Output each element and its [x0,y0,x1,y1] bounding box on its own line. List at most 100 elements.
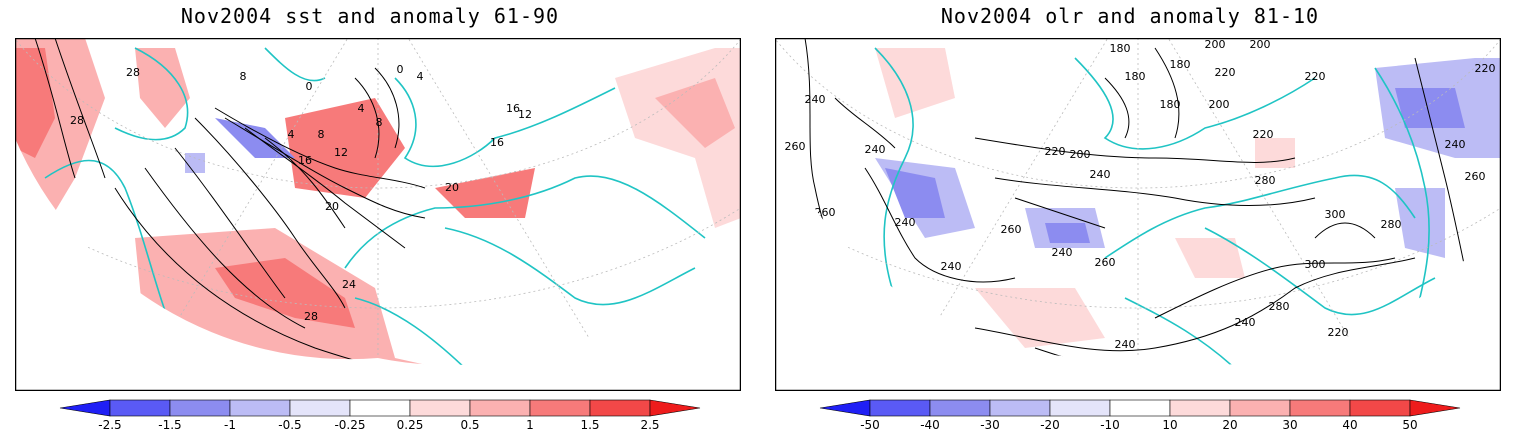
sst-contour-label: 16 [506,102,520,115]
olr-colorbar-bin [1229,399,1291,417]
olr-contour-label: 180 [1160,98,1181,111]
olr-contour-label: 260 [1001,223,1022,236]
sst-contour-label: 12 [518,108,532,121]
olr-contour-label: 240 [1090,168,1111,181]
sst-colorbar-label: -0.5 [278,418,301,430]
sst-panel-title: Nov2004 sst and anomaly 61-90 [180,4,560,28]
olr-contour [864,167,1016,283]
sst-colorbar-bin [469,399,531,417]
olr-contour-label: 180 [1170,58,1191,71]
sst-contour-label: 4 [417,70,424,83]
olr-colorbar-label: -30 [980,418,1000,430]
olr-panel-title: Nov2004 olr and anomaly 81-10 [940,4,1320,28]
olr-contour-label: 200 [1070,148,1091,161]
olr-contour-label: 300 [1305,258,1326,271]
sst-colorbar-bin [289,399,351,417]
olr-contour [1154,47,1180,139]
olr-contour-label: 240 [941,260,962,273]
olr-contour-label: 240 [865,143,886,156]
graticule [894,38,1139,366]
olr-colorbar-bin [1109,399,1171,417]
sst-colorbar-label: 2.5 [640,418,659,430]
sst-contour-label: 8 [376,116,383,129]
sst-map: 28 28 8 0 0 4 4 4 8 8 12 16 16 12 16 20 … [15,38,741,391]
sst-anomaly-area [185,153,205,173]
olr-colorbar-arrow-low [819,399,871,417]
sst-colorbar-arrow-low [59,399,111,417]
sst-contour-label: 20 [325,200,339,213]
olr-contour-label: 240 [1445,138,1466,151]
olr-anomaly-area [875,48,955,118]
sst-anomaly-area [215,258,355,328]
coastline [264,47,326,82]
olr-anomaly-area [1045,223,1090,243]
sst-contour [114,187,486,366]
sst-map-frame [15,38,741,391]
olr-colorbar-arrow-high [1409,399,1461,417]
sst-colorbar-label: -0.25 [334,418,365,430]
sst-colorbar-bin [109,399,171,417]
olr-anomaly-area [1175,238,1245,278]
sst-colorbar-label: 1.5 [580,418,599,430]
olr-contour-label: 240 [1235,316,1256,329]
sst-contour-label: 4 [288,128,295,141]
olr-contour-label: 180 [1110,42,1131,55]
olr-anomaly-area [1395,88,1465,128]
sst-colorbar-bin [229,399,291,417]
sst-colorbar: -2.5 -1.5 -1 -0.5 -0.25 0.25 0.5 1 1.5 2.5 [59,399,701,430]
olr-colorbar: -50 -40 -30 -20 -10 10 20 30 40 50 [819,399,1461,430]
sst-colorbar-label: 1 [526,418,534,430]
olr-panel: Nov2004 olr and anomaly 81-10 [760,0,1501,430]
olr-contour-label: 260 [785,140,806,153]
sst-contour [264,137,346,229]
sst-colorbar-label: -1 [224,418,236,430]
olr-contour-label: 220 [1045,145,1066,158]
olr-anomaly-area [885,168,945,218]
olr-colorbar-bin [1169,399,1231,417]
sst-panel: Nov2004 sst and anomaly 61-90 [0,0,741,430]
sst-contour-label: 0 [397,63,404,76]
olr-contour-label: 220 [1328,326,1349,339]
sst-colorbar-arrow-high [649,399,701,417]
sst-colorbar-bin [529,399,591,417]
sst-contour-label: 4 [358,102,365,115]
olr-contour-label: 260 [1095,256,1116,269]
graticule [134,38,379,366]
olr-contour-label: 240 [895,216,916,229]
olr-contour-label: 260 [1465,170,1486,183]
sst-contour [144,167,306,329]
olr-colorbar-label: -40 [920,418,940,430]
sst-contour-label: 20 [445,181,459,194]
sst-contour [354,77,380,159]
coastline [1074,57,1316,150]
olr-contour [994,177,1316,206]
olr-colorbar-bin [1349,399,1411,417]
olr-colorbar-label: 40 [1342,418,1357,430]
olr-contour [974,257,1416,352]
olr-colorbar-bin [1049,399,1111,417]
sst-colorbar-bin [349,399,411,417]
coastline [394,77,616,168]
sst-contour [174,147,286,299]
olr-colorbar-label: 50 [1402,418,1417,430]
sst-anomaly-area [135,48,190,128]
sst-contour-label: 12 [334,146,348,159]
sst-contour-label: 28 [126,66,140,79]
coastline [1374,67,1430,319]
olr-contour-label: 220 [1305,70,1326,83]
sst-contour-label: 24 [342,278,356,291]
olr-anomaly-area [1255,138,1295,168]
olr-map-frame [775,38,1501,391]
olr-colorbar-label: -10 [1100,418,1120,430]
sst-colorbar-label: -2.5 [98,418,121,430]
sst-contour [34,38,76,179]
sst-contour [214,107,426,189]
coastline [1204,227,1436,316]
sst-anomaly-area [285,98,405,198]
olr-anomaly-area [1395,188,1445,258]
graticule [377,38,622,366]
coastline [444,227,696,306]
olr-contour-label: 280 [1255,174,1276,187]
coastline [874,47,914,299]
olr-contour-label: 240 [1115,338,1136,351]
